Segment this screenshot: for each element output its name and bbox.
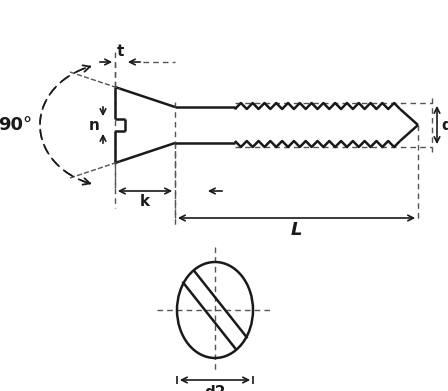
Text: k: k [140, 194, 150, 209]
Text: d2: d2 [204, 385, 226, 391]
Text: 90°: 90° [0, 116, 32, 134]
Text: L: L [291, 221, 302, 239]
Text: d1: d1 [441, 118, 448, 133]
Text: t: t [116, 44, 124, 59]
Text: n: n [89, 118, 100, 133]
